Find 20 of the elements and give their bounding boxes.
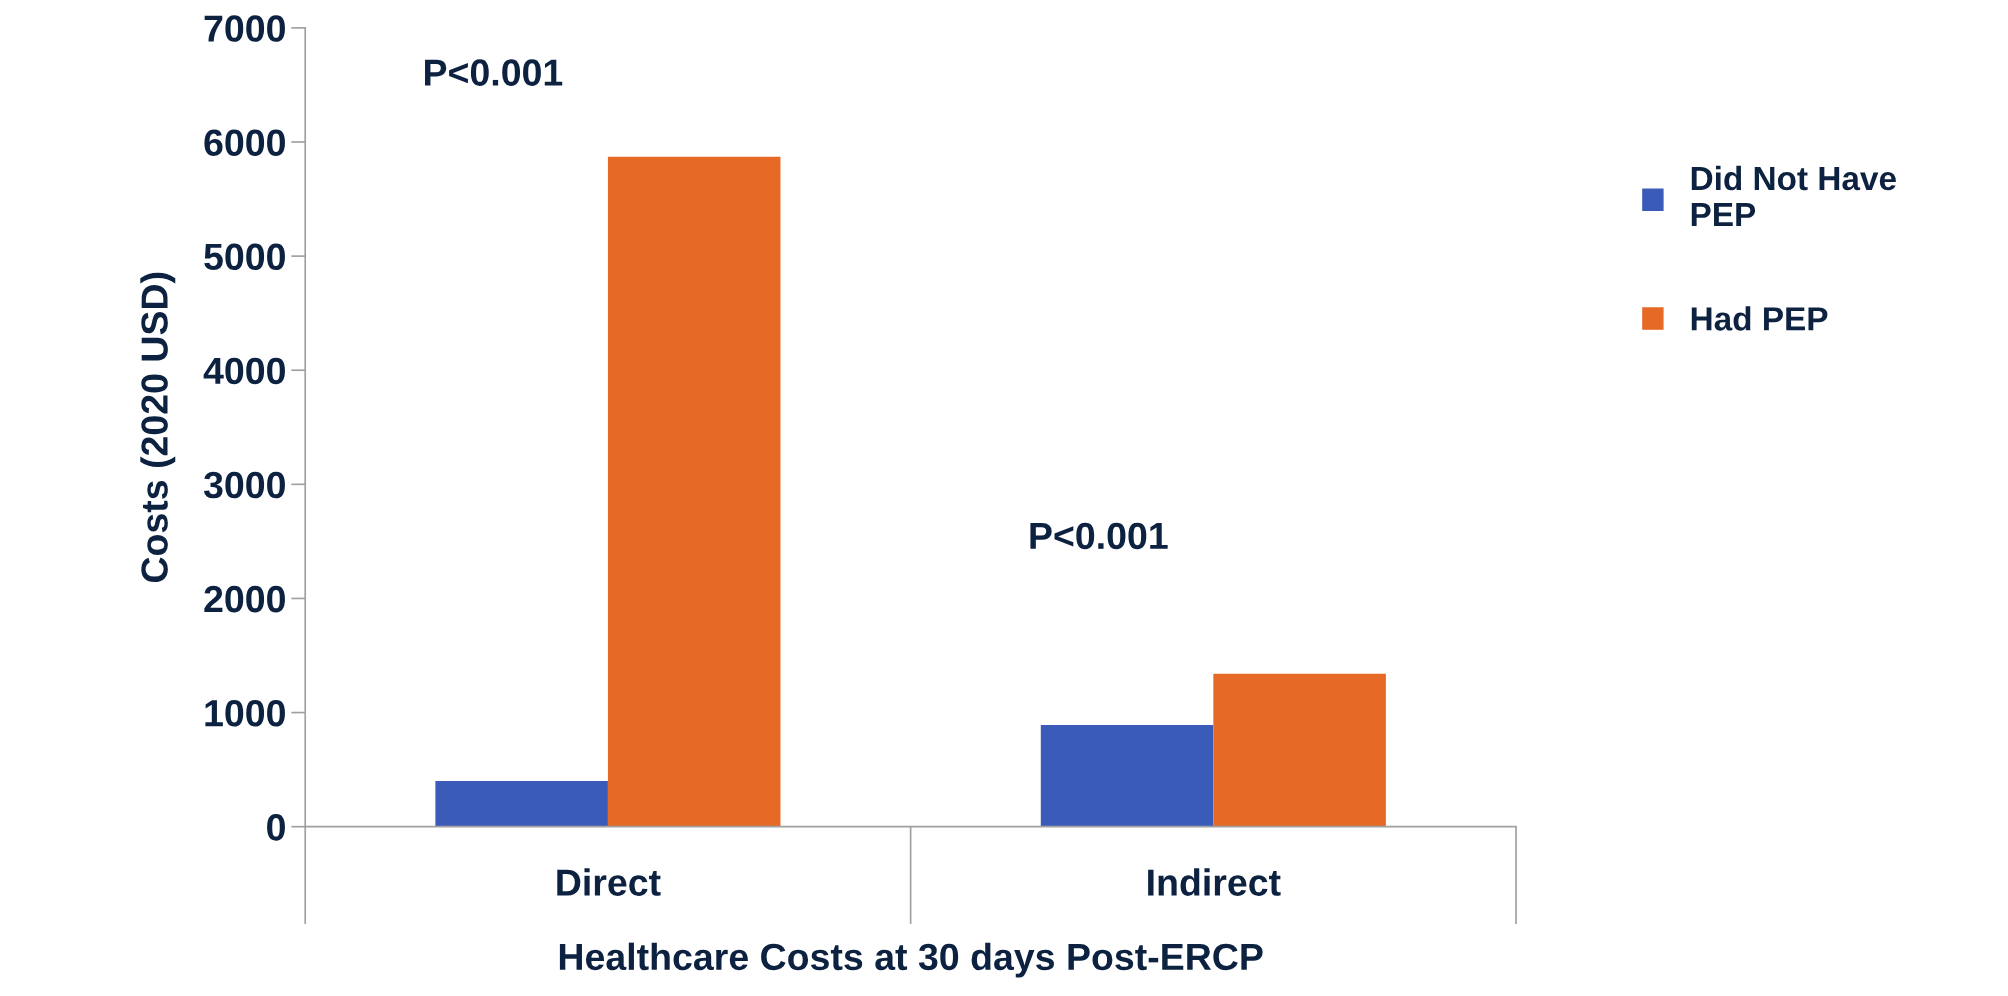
y-tick-label: 4000 [203,357,285,385]
y-tick-label: 0 [267,814,285,841]
bar [607,156,781,827]
y-tick-label: 7000 [204,15,285,42]
y-tick-label: 3000 [203,471,285,499]
x-tick-label: Indirect [1148,868,1281,896]
x-axis-title: Healthcare Costs at 30 days Post-ERCP [559,942,1263,978]
y-tick-label: 2000 [204,585,285,613]
y-tick-label: 6000 [204,129,285,156]
y-tick-label: 5000 [204,243,285,271]
y-tick-label: 1000 [205,699,285,727]
legend-label: Did Not Have PEP [1691,165,1896,226]
bar [435,781,608,827]
bar [1213,673,1386,827]
legend-label: Had PEP [1691,306,1828,331]
bar [1040,725,1214,827]
annotation: P<0.001 [1030,522,1168,550]
annotation: P<0.001 [425,59,563,86]
x-tick-label: Direct [557,868,661,896]
y-axis-title: Costs (2020 USD) [140,272,176,583]
